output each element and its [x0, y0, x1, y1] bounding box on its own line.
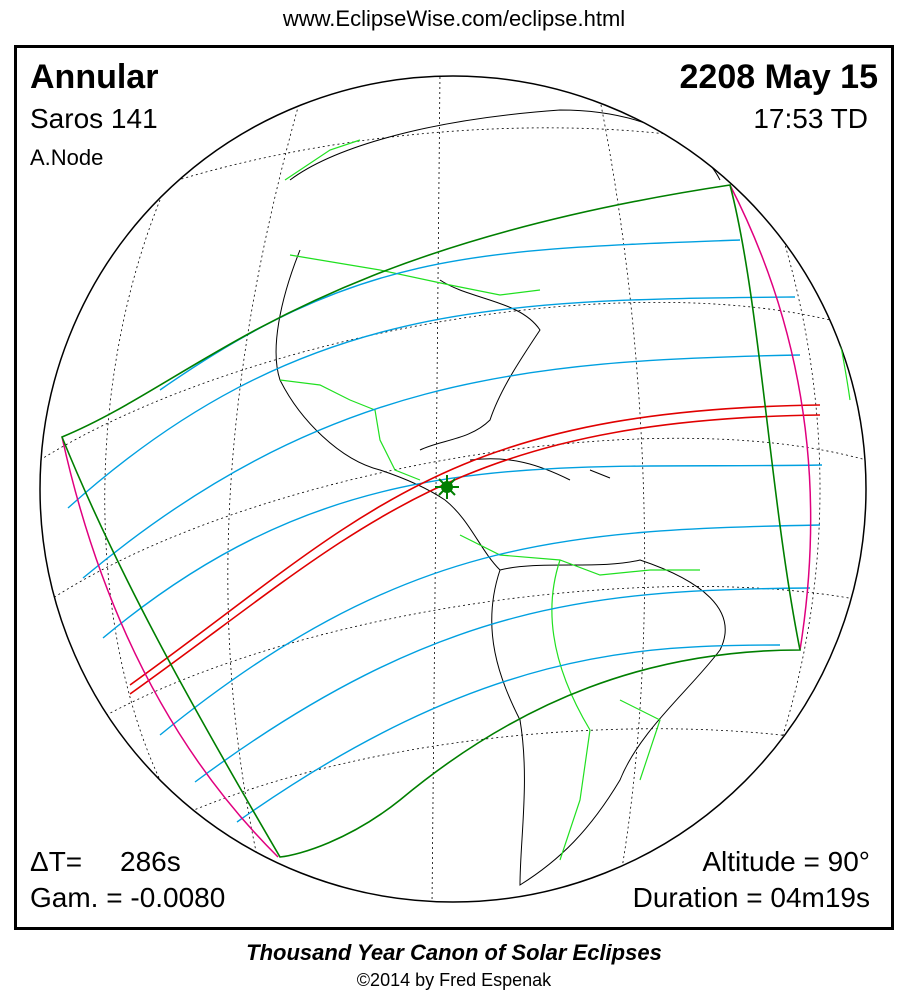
altitude: Altitude = 90°: [702, 846, 870, 877]
rise-set-curves: [61, 184, 812, 858]
source-url: www.EclipseWise.com/eclipse.html: [282, 6, 626, 31]
map-frame: [14, 45, 894, 930]
greatest-eclipse-marker: [435, 475, 459, 499]
copyright: ©2014 by Fred Espenak: [356, 970, 552, 990]
node: A.Node: [30, 145, 104, 170]
saros-number: Saros 141: [30, 103, 158, 134]
globe-outline: [39, 75, 867, 903]
eclipse-time: 17:53 TD: [753, 103, 868, 134]
gamma: Gam. = -0.0080: [30, 882, 226, 913]
eclipse-date: 2208 May 15: [679, 58, 879, 96]
delta-t-label: ΔT=: [30, 846, 83, 877]
central-path: [129, 404, 821, 695]
eclipse-type: Annular: [30, 58, 159, 96]
duration: Duration = 04m19s: [632, 882, 870, 913]
delta-t-value: 286s: [120, 846, 181, 877]
graticule: [40, 76, 866, 902]
canon-title: Thousand Year Canon of Solar Eclipses: [246, 940, 662, 965]
